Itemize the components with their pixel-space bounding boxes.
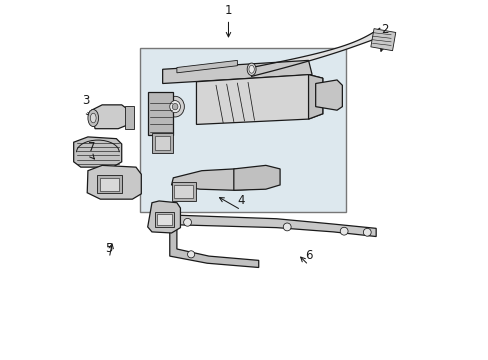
Bar: [148, 93, 173, 135]
Bar: [174, 185, 192, 198]
Ellipse shape: [90, 113, 96, 123]
Polygon shape: [74, 137, 122, 167]
Polygon shape: [177, 60, 237, 73]
Ellipse shape: [172, 103, 178, 110]
Ellipse shape: [169, 100, 180, 113]
Polygon shape: [315, 80, 342, 110]
Bar: [152, 133, 173, 153]
Bar: [139, 48, 345, 212]
Text: 7: 7: [88, 141, 96, 154]
Bar: [157, 214, 171, 225]
Bar: [155, 136, 170, 150]
Circle shape: [283, 223, 290, 231]
Polygon shape: [308, 75, 322, 119]
Text: 6: 6: [304, 249, 312, 262]
Polygon shape: [87, 165, 141, 199]
Bar: [370, 29, 395, 51]
Text: 2: 2: [381, 23, 388, 36]
Circle shape: [340, 227, 347, 235]
Ellipse shape: [246, 63, 256, 76]
Bar: [97, 175, 122, 193]
Bar: [171, 183, 195, 201]
Ellipse shape: [165, 96, 184, 117]
Bar: [100, 178, 119, 191]
Polygon shape: [168, 215, 375, 237]
Circle shape: [363, 228, 370, 236]
Text: 1: 1: [224, 4, 232, 17]
Text: 4: 4: [237, 194, 244, 207]
Ellipse shape: [88, 109, 99, 127]
Polygon shape: [147, 201, 180, 233]
Ellipse shape: [248, 66, 254, 73]
Text: 5: 5: [105, 242, 113, 255]
Bar: [125, 105, 134, 129]
Text: 3: 3: [82, 94, 90, 107]
Polygon shape: [91, 105, 128, 129]
Circle shape: [187, 251, 194, 258]
Polygon shape: [251, 28, 379, 76]
Bar: [155, 212, 174, 227]
Circle shape: [183, 219, 191, 226]
Polygon shape: [233, 165, 280, 190]
Polygon shape: [171, 169, 269, 190]
Polygon shape: [196, 75, 322, 125]
Polygon shape: [169, 225, 258, 267]
Polygon shape: [163, 60, 311, 84]
